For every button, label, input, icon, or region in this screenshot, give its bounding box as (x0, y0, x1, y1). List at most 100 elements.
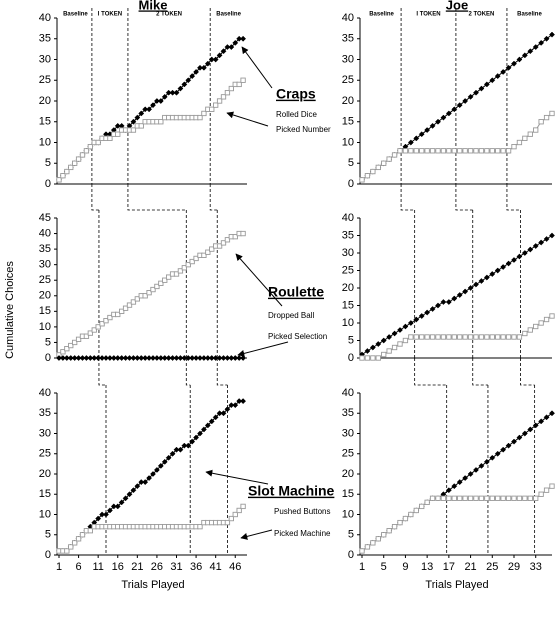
y-tick-label: 20 (342, 282, 354, 294)
point (483, 458, 490, 465)
series-label: Dropped Ball (268, 311, 314, 320)
point (185, 262, 191, 268)
y-tick-label: 5 (45, 529, 51, 541)
point (397, 519, 403, 526)
point (138, 479, 145, 486)
point (236, 507, 242, 514)
point (72, 339, 78, 346)
point (83, 148, 90, 154)
point (79, 532, 86, 538)
point (216, 52, 223, 59)
y-tick-label: 5 (45, 157, 51, 169)
y-tick-label: 35 (342, 33, 354, 45)
game-label: Roulette (268, 284, 324, 300)
point (522, 135, 528, 141)
point (68, 342, 74, 349)
y-tick-label: 25 (342, 264, 354, 276)
point (543, 35, 550, 42)
series-label: Picked Selection (268, 332, 327, 341)
y-tick-label: 25 (39, 274, 51, 286)
point (538, 39, 545, 46)
point (407, 320, 414, 326)
point (118, 499, 125, 506)
point (495, 148, 501, 154)
column-title: Mike (139, 0, 168, 12)
point (505, 148, 512, 154)
point (197, 64, 203, 71)
point (369, 344, 376, 351)
point (181, 265, 187, 271)
point (445, 110, 452, 117)
y-tick-label: 15 (342, 299, 354, 311)
y-tick-label: 35 (342, 229, 354, 241)
point (200, 64, 207, 71)
point (119, 308, 125, 314)
point (130, 118, 137, 125)
point (359, 355, 365, 361)
point (419, 334, 425, 340)
point (193, 68, 200, 75)
point (402, 148, 409, 154)
point (456, 292, 463, 298)
phase-connector (185, 358, 191, 386)
point (391, 330, 398, 337)
point (122, 495, 129, 502)
point (402, 337, 409, 344)
point (157, 355, 164, 361)
y-tick-label: 40 (39, 227, 51, 239)
point (228, 402, 235, 409)
point (161, 355, 168, 361)
point (56, 177, 62, 183)
point (177, 268, 184, 274)
y-tick-label: 30 (39, 427, 51, 439)
x-tick-label: 29 (508, 561, 520, 573)
point (511, 334, 517, 340)
point (375, 536, 381, 542)
point (189, 438, 196, 445)
point (462, 98, 469, 104)
point (424, 309, 431, 316)
point (236, 81, 242, 88)
y-tick-label: 0 (45, 549, 51, 561)
point (181, 442, 188, 449)
x-tick-label: 26 (151, 561, 163, 573)
point (549, 313, 555, 319)
point (193, 434, 200, 441)
point (484, 148, 490, 154)
point (473, 334, 479, 340)
point (424, 148, 430, 154)
point (516, 495, 523, 501)
point (532, 422, 539, 429)
point (240, 398, 247, 405)
point (511, 143, 517, 150)
point (228, 355, 235, 361)
x-tick-label: 21 (464, 561, 476, 573)
point (204, 355, 211, 361)
point (538, 491, 544, 497)
point (478, 462, 485, 469)
point (386, 156, 392, 162)
point (79, 355, 86, 361)
y-tick-label: 20 (342, 95, 354, 107)
point (494, 267, 501, 274)
point (418, 313, 425, 319)
point (177, 85, 184, 92)
point (457, 334, 463, 340)
phase-label: Baseline (63, 12, 88, 18)
point (521, 430, 528, 437)
point (91, 327, 97, 333)
point (549, 31, 555, 38)
point (165, 355, 172, 361)
y-tick-label: 0 (348, 549, 354, 561)
point (473, 495, 479, 501)
y-tick-label: 0 (45, 178, 51, 190)
point (424, 499, 430, 505)
point (213, 102, 219, 108)
point (408, 511, 414, 518)
point (511, 257, 517, 263)
point (516, 434, 523, 441)
point (516, 253, 523, 260)
y-tick-label: 5 (348, 334, 354, 346)
point (451, 483, 458, 490)
phase-label: I TOKEN (98, 12, 122, 18)
